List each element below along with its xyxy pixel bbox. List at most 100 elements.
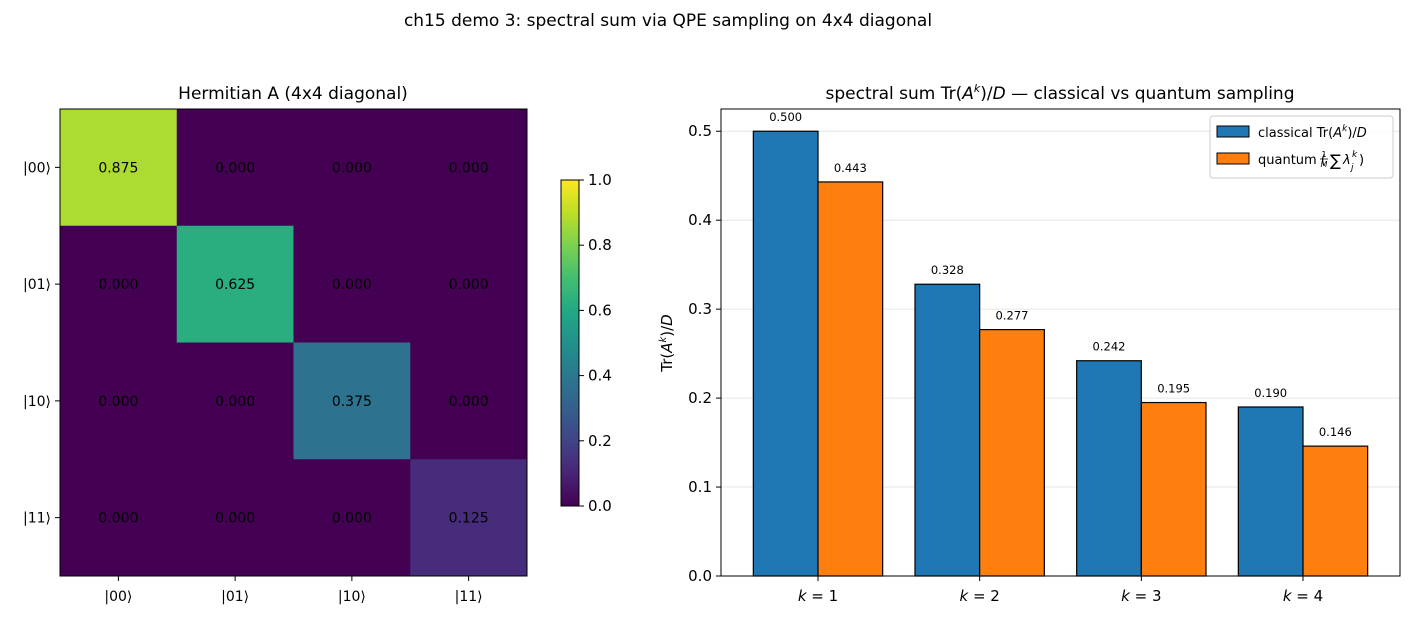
heatmap-cell	[60, 342, 178, 460]
colorbar-tick-label: 1.0	[588, 171, 612, 189]
heatmap-cells	[60, 109, 528, 577]
bar-legend: classical Tr(Ak)/D quantum ( 1 M ∑ λ k j…	[1209, 115, 1394, 179]
bar-y-tick-label: 0.2	[688, 389, 712, 407]
bar-x-tick-label: k = 3	[1121, 587, 1161, 605]
heatmap-row-tick-label: |10⟩	[23, 394, 51, 410]
bar-value-label: 0.328	[931, 263, 964, 277]
heatmap-cell	[293, 459, 411, 577]
bar-y-ticks: 0.0 0.1 0.2 0.3 0.4 0.5	[688, 122, 721, 585]
bar-classical	[1237, 406, 1304, 577]
bar-y-tick-label: 0.3	[688, 300, 712, 318]
heatmap-row-ticks: |00⟩ |01⟩ |10⟩ |11⟩	[23, 160, 60, 527]
bar-value-label: 0.277	[996, 309, 1029, 323]
legend-frac-num: 1	[1321, 150, 1326, 159]
heatmap-title: Hermitian A (4x4 diagonal)	[178, 84, 408, 104]
heatmap-cell-label: 0.000	[332, 160, 372, 176]
bar-quantum	[979, 329, 1045, 577]
bar-classical	[914, 283, 981, 577]
heatmap-cell-label: 0.000	[449, 277, 489, 293]
legend-entry-quantum: quantum ( 1 M ∑ λ k j )	[1216, 150, 1364, 173]
colorbar-tick-label: 0.2	[588, 432, 612, 450]
legend-swatch-classical	[1216, 125, 1250, 138]
legend-label-quantum-suffix: )	[1359, 153, 1364, 168]
heatmap-cell-label: 0.000	[98, 511, 138, 527]
bar-series	[752, 130, 1369, 577]
heatmap-cell	[60, 459, 178, 577]
heatmap-cell	[410, 459, 528, 577]
heatmap-cell-label: 0.000	[332, 277, 372, 293]
colorbar: 0.0 0.2 0.4 0.6 0.8 1.0	[560, 171, 612, 515]
heatmap-col-tick-label: |11⟩	[455, 589, 483, 605]
heatmap-row-tick-label: |01⟩	[23, 277, 51, 293]
heatmap-cell-label: 0.000	[332, 511, 372, 527]
bar-classical	[752, 130, 819, 577]
bar-y-axis-label: Tr(Ak)/D	[658, 314, 676, 373]
heatmap-cell-label: 0.000	[98, 394, 138, 410]
legend-entry-classical: classical Tr(Ak)/D	[1216, 124, 1367, 141]
bar-y-tick-label: 0.5	[688, 122, 712, 140]
heatmap-frame	[59, 108, 528, 577]
bar-value-label: 0.195	[1157, 382, 1190, 396]
bar-x-ticks: k = 1 k = 2 k = 3 k = 4	[798, 576, 1323, 605]
bar-classical	[1076, 360, 1142, 577]
heatmap-cell	[176, 459, 294, 577]
legend-swatch-quantum	[1216, 152, 1250, 165]
heatmap-cell	[293, 342, 411, 460]
heatmap-row-tick-label: |11⟩	[23, 511, 51, 527]
heatmap-cell	[176, 342, 294, 460]
bar-chart-title: spectral sum Tr(Ak)/D — classical vs qua…	[826, 82, 1295, 104]
heatmap-cell	[293, 109, 411, 227]
heatmap-col-tick-label: |10⟩	[338, 589, 366, 605]
bar-value-labels: 0.500 0.328 0.242 0.190 0.443 0.277 0.195 0.146	[769, 110, 1352, 439]
bar-x-tick-label: k = 1	[798, 587, 838, 605]
heatmap-cell-label: 0.000	[215, 394, 255, 410]
legend-lambda-sub: j	[1349, 163, 1354, 173]
colorbar-gradient	[560, 179, 580, 507]
legend-sum-symbol: ∑	[1330, 151, 1341, 170]
figure-suptitle: ch15 demo 3: spectral sum via QPE sampli…	[404, 11, 932, 31]
heatmap-cell-label: 0.625	[215, 277, 255, 293]
heatmap-cell	[60, 225, 178, 343]
heatmap-cell-label: 0.000	[449, 160, 489, 176]
heatmap-cell-label: 0.375	[332, 394, 372, 410]
bar-plot-frame	[720, 108, 1401, 577]
bar-value-label: 0.443	[834, 161, 867, 175]
colorbar-tick-label: 0.8	[588, 236, 612, 254]
heatmap-cell-label: 0.125	[449, 511, 489, 527]
bar-y-tick-label: 0.0	[688, 567, 712, 585]
colorbar-tick-label: 0.4	[588, 367, 612, 385]
heatmap-cell-label: 0.000	[215, 160, 255, 176]
heatmap-cell	[176, 109, 294, 227]
bar-value-label: 0.146	[1319, 425, 1352, 439]
legend-frame	[1209, 115, 1394, 179]
legend-lambda-sup: k	[1352, 150, 1358, 160]
heatmap-cell	[293, 225, 411, 343]
colorbar-tick-label: 0.0	[588, 497, 612, 515]
bar-quantum	[817, 181, 884, 577]
bar-value-label: 0.500	[769, 110, 802, 124]
legend-frac-den: M	[1321, 160, 1328, 169]
colorbar-tick-label: 0.6	[588, 301, 612, 319]
bar-x-tick-label: k = 4	[1283, 587, 1323, 605]
bar-y-tick-label: 0.4	[688, 211, 712, 229]
heatmap-col-tick-label: |01⟩	[221, 589, 249, 605]
bar-value-label: 0.242	[1093, 340, 1126, 354]
heatmap-cell-label: 0.875	[98, 160, 138, 176]
heatmap-cell	[410, 225, 528, 343]
bar-quantum	[1302, 445, 1369, 577]
heatmap-cell-labels: 0.875 0.000 0.000 0.000 0.000 0.625 0.000 0.000…	[98, 160, 488, 526]
heatmap-cell	[410, 342, 528, 460]
heatmap-col-tick-label: |00⟩	[104, 589, 132, 605]
legend-label-classical: classical Tr(Ak)/D	[1258, 124, 1367, 141]
bar-value-label: 0.190	[1254, 386, 1287, 400]
heatmap-cell-label: 0.000	[215, 511, 255, 527]
bar-x-tick-label: k = 2	[959, 587, 999, 605]
heatmap-col-ticks: |00⟩ |01⟩ |10⟩ |11⟩	[104, 576, 483, 605]
heatmap-cell	[410, 109, 528, 227]
bar-y-tick-label: 0.1	[688, 478, 712, 496]
bar-chart-panel: spectral sum Tr(Ak)/D — classical vs qua…	[658, 82, 1401, 605]
colorbar-ticks: 0.0 0.2 0.4 0.6 0.8 1.0	[579, 171, 612, 515]
bar-quantum	[1140, 401, 1207, 577]
